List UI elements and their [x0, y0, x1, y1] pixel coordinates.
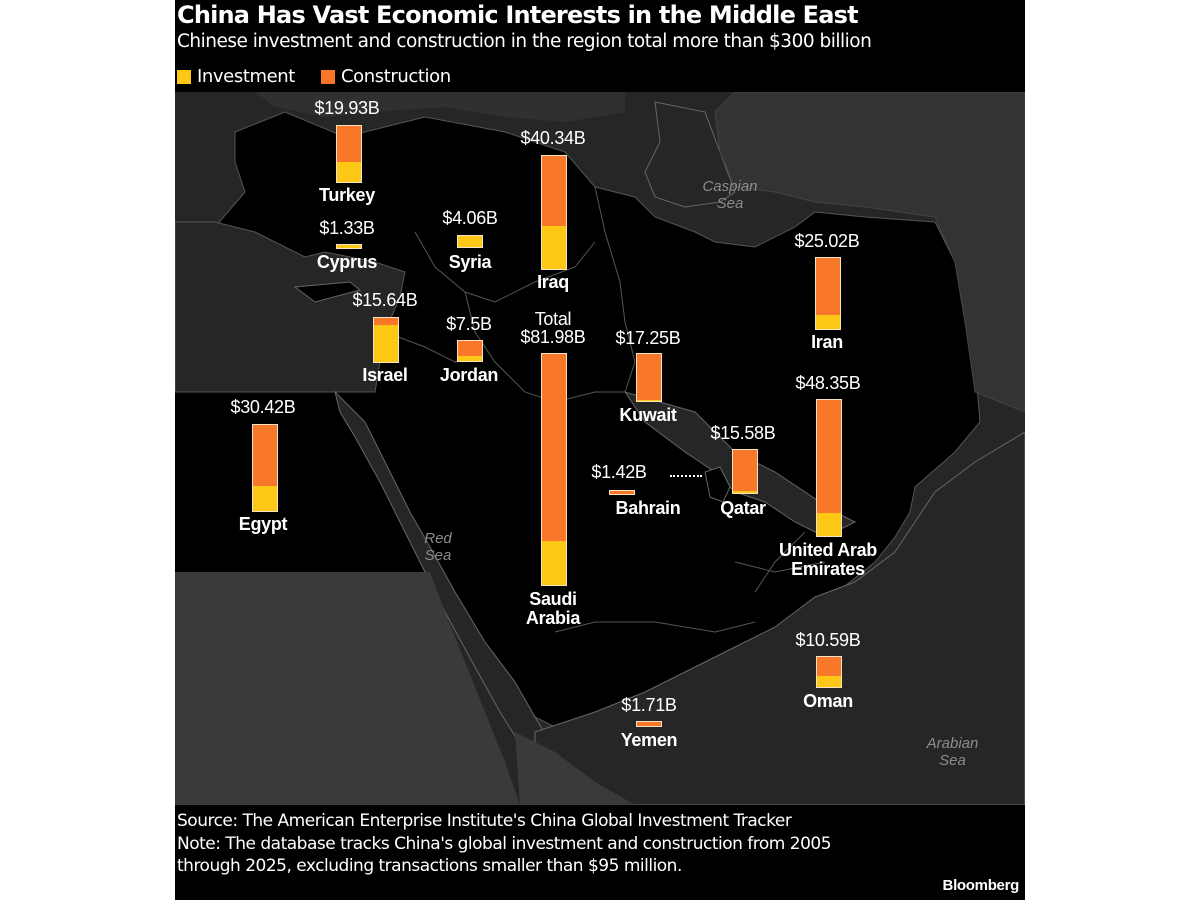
construction-segment — [733, 450, 757, 492]
footer-notes: Source: The American Enterprise Institut… — [177, 810, 857, 878]
cyprus-bar — [336, 244, 362, 249]
construction-segment — [458, 341, 482, 357]
oman-bar — [816, 656, 842, 688]
yemen-bar — [636, 721, 662, 727]
chart-subtitle: Chinese investment and construction in t… — [177, 31, 872, 52]
investment-segment — [542, 541, 566, 585]
turkey-value: $19.93B — [314, 98, 380, 118]
investment-segment — [337, 162, 361, 182]
saudi-label: Saudi Arabia — [525, 589, 581, 628]
construction-segment — [374, 318, 398, 326]
uae-bar — [816, 399, 842, 537]
cyprus-value: $1.33B — [319, 218, 375, 238]
iraq-bar — [541, 155, 567, 270]
syria-value: $4.06B — [442, 208, 498, 228]
iraq-label: Iraq — [537, 272, 569, 292]
bahrain-bar — [609, 490, 635, 495]
bahrain-leader-line — [670, 475, 702, 477]
construction-segment — [337, 126, 361, 163]
note-text: Note: The database tracks China's global… — [177, 833, 832, 877]
construction-segment — [610, 491, 634, 494]
investment-segment — [458, 236, 482, 247]
investment-segment — [817, 512, 841, 536]
construction-segment — [816, 258, 840, 315]
kuwait-label: Kuwait — [619, 405, 677, 425]
arabian-sea-label: Arabian Sea — [926, 735, 979, 769]
jordan-label: Jordan — [439, 365, 499, 385]
oman-value: $10.59B — [795, 630, 861, 650]
investment-segment — [733, 491, 757, 493]
construction-segment — [637, 722, 661, 726]
turkey-label: Turkey — [319, 185, 375, 205]
qatar-value: $15.58B — [710, 423, 776, 443]
turkey-bar — [336, 125, 362, 183]
investment-segment — [253, 485, 277, 511]
source-text: Source: The American Enterprise Institut… — [177, 811, 792, 831]
syria-bar — [457, 235, 483, 248]
yemen-value: $1.71B — [621, 695, 677, 715]
iraq-value: $40.34B — [520, 128, 586, 148]
investment-segment — [374, 325, 398, 362]
qatar-bar — [732, 449, 758, 494]
kuwait-value: $17.25B — [615, 328, 681, 348]
saudi-bar — [541, 353, 567, 586]
yemen-label: Yemen — [620, 730, 678, 750]
investment-segment — [637, 399, 661, 401]
egypt-bar — [252, 424, 278, 512]
israel-label: Israel — [362, 365, 408, 385]
bahrain-label: Bahrain — [615, 498, 681, 518]
chart-title: China Has Vast Economic Interests in the… — [177, 1, 859, 29]
construction-segment — [253, 425, 277, 486]
construction-segment — [817, 657, 841, 676]
uae-label: United Arab Emirates — [778, 540, 878, 579]
legend-item-investment: Investment — [177, 66, 295, 87]
construction-swatch-icon — [320, 69, 335, 84]
legend-label: Construction — [340, 66, 451, 87]
map-background-icon — [175, 92, 1025, 805]
iran-label: Iran — [811, 332, 843, 352]
cyprus-label: Cyprus — [316, 252, 378, 272]
legend: Investment Construction — [177, 66, 471, 87]
saudi-total-prefix: Total — [534, 309, 572, 329]
construction-segment — [637, 354, 661, 400]
map: Caspian Sea Red Sea Arabian Sea — [175, 92, 1025, 805]
investment-segment — [542, 226, 566, 269]
syria-label: Syria — [448, 252, 492, 272]
bahrain-value: $1.42B — [591, 462, 647, 482]
construction-segment — [542, 354, 566, 542]
legend-label: Investment — [197, 66, 295, 87]
uae-value: $48.35B — [795, 373, 861, 393]
investment-segment — [337, 245, 361, 248]
israel-bar — [373, 317, 399, 363]
chart-panel: China Has Vast Economic Interests in the… — [175, 0, 1025, 900]
saudi-value: $81.98B — [520, 327, 586, 347]
construction-segment — [817, 400, 841, 513]
oman-label: Oman — [803, 691, 853, 711]
investment-segment — [817, 675, 841, 687]
jordan-value: $7.5B — [446, 314, 492, 334]
caspian-sea-label: Caspian Sea — [702, 178, 758, 212]
bloomberg-logo: Bloomberg — [942, 877, 1020, 894]
investment-segment — [816, 314, 840, 329]
red-sea-label: Red Sea — [424, 530, 452, 564]
investment-swatch-icon — [177, 69, 191, 84]
iran-bar — [815, 257, 841, 330]
construction-segment — [542, 156, 566, 227]
egypt-label: Egypt — [238, 514, 288, 534]
investment-segment — [458, 356, 482, 361]
iran-value: $25.02B — [794, 231, 860, 251]
jordan-bar — [457, 340, 483, 362]
egypt-value: $30.42B — [230, 397, 296, 417]
qatar-label: Qatar — [720, 498, 766, 518]
kuwait-bar — [636, 353, 662, 402]
legend-item-construction: Construction — [320, 66, 451, 87]
israel-value: $15.64B — [352, 290, 418, 310]
